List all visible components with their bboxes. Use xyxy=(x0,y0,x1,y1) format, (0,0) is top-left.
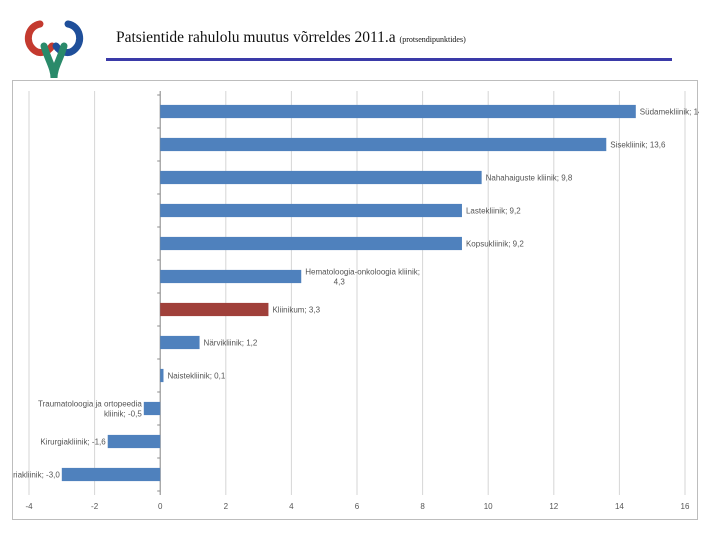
bar-chart: -4 -2 0 2 4 6 8 10 12 14 16 Südamekliinik; 14,5 Sise… xyxy=(13,91,699,511)
bar xyxy=(160,368,164,383)
page-title-text: Patsientide rahulolu muutus võrreldes 20… xyxy=(116,29,396,46)
page-subtitle: (protsendipunktides) xyxy=(399,35,466,44)
title-divider xyxy=(106,58,672,61)
x-tick-label: 14 xyxy=(615,502,624,511)
x-tick-label: -2 xyxy=(91,502,99,511)
x-tick-label: 8 xyxy=(420,502,425,511)
bar xyxy=(143,401,161,416)
bar-data-label: Kirurgiakliinik; -1,6 xyxy=(40,438,106,447)
bar xyxy=(160,104,636,119)
x-tick-label: -4 xyxy=(25,502,33,511)
bar-data-label: Naistekliinik; 0,1 xyxy=(167,372,225,381)
bar-data-label: Sisekliinik; 13,6 xyxy=(610,141,666,150)
bar-data-label: Psühhiaatriakliinik; -3,0 xyxy=(13,471,60,480)
bar-data-label: Südamekliinik; 14,5 xyxy=(640,108,699,117)
bar-data-label: Kopsukliinik; 9,2 xyxy=(466,240,524,249)
bar xyxy=(160,269,302,284)
bar-data-label: Närvikliinik; 1,2 xyxy=(204,339,258,348)
bar-highlight xyxy=(160,302,269,317)
bar xyxy=(107,434,161,449)
bar-data-label: Hematoloogia-onkoloogia kliinik; xyxy=(305,268,420,277)
bar xyxy=(160,236,462,251)
x-tick-label: 2 xyxy=(224,502,229,511)
bar-data-label: Lastekliinik; 9,2 xyxy=(466,207,521,216)
bar-data-label: 4,3 xyxy=(334,278,346,287)
bar xyxy=(61,467,161,482)
x-tick-label: 6 xyxy=(355,502,360,511)
bar xyxy=(160,170,482,185)
bar xyxy=(160,203,462,218)
bar xyxy=(160,137,607,152)
bar-data-label: Nahahaiguste kliinik; 9,8 xyxy=(486,174,573,183)
bar-data-label: Traumatoloogia ja ortopeedia xyxy=(38,400,142,409)
x-tick-label: 4 xyxy=(289,502,294,511)
x-tick-label: 12 xyxy=(549,502,558,511)
x-tick-label: 16 xyxy=(681,502,690,511)
hospital-logo-icon xyxy=(24,20,84,79)
chart-frame: -4 -2 0 2 4 6 8 10 12 14 16 Südamekliinik; 14,5 Sise… xyxy=(12,80,699,520)
x-tick-label: 10 xyxy=(484,502,493,511)
bar xyxy=(160,335,200,350)
page-title: Patsientide rahulolu muutus võrreldes 20… xyxy=(116,29,466,47)
bar-data-label: Kliinikum; 3,3 xyxy=(272,306,320,315)
bar-data-label: kliinik; -0,5 xyxy=(104,410,142,419)
x-tick-label: 0 xyxy=(158,502,163,511)
